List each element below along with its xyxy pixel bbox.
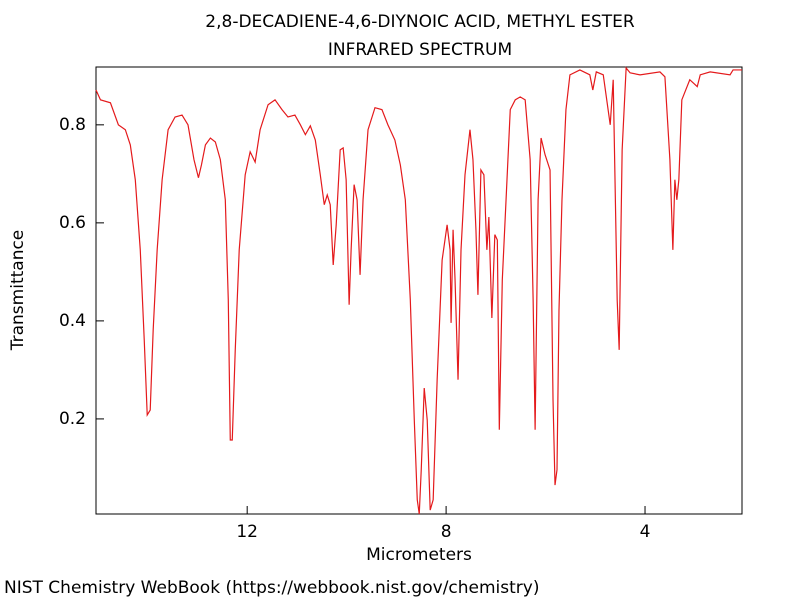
- chart-subtitle: INFRARED SPECTRUM: [328, 40, 512, 60]
- y-tick-label: 0.8: [59, 115, 86, 135]
- x-axis-label: Micrometers: [366, 545, 472, 565]
- spectrum-line: [95, 66, 742, 515]
- x-tick-label: 8: [441, 522, 452, 542]
- source-note: NIST Chemistry WebBook (https://webbook.…: [4, 578, 539, 598]
- y-tick-label: 0.6: [59, 213, 86, 233]
- chart-title: 2,8-DECADIENE-4,6-DIYNOIC ACID, METHYL E…: [205, 12, 635, 32]
- plot-frame: [95, 66, 743, 515]
- y-axis-label: Transmittance: [8, 230, 28, 352]
- x-tick-label: 12: [236, 522, 258, 542]
- y-tick-label: 0.4: [59, 311, 86, 331]
- x-tick-label: 4: [640, 522, 651, 542]
- y-tick-label: 0.2: [59, 409, 86, 429]
